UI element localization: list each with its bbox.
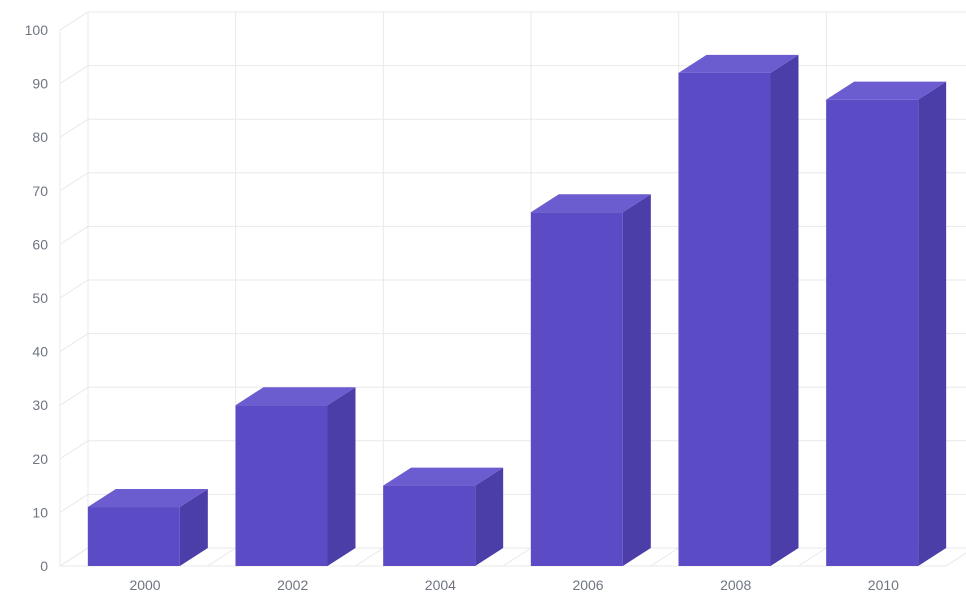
- y-tick-label: 10: [32, 504, 48, 520]
- y-tick-label: 60: [32, 236, 48, 252]
- x-tick-label: 2000: [129, 577, 160, 593]
- y-tick-label: 40: [32, 344, 48, 360]
- x-axis-labels: 2000 2002 2004 2006 2008 2010: [129, 577, 899, 593]
- y-tick-label: 100: [25, 22, 49, 38]
- x-tick-label: 2006: [572, 577, 603, 593]
- y-tick-label: 50: [32, 290, 48, 306]
- y-tick-label: 0: [40, 558, 48, 574]
- y-tick-label: 30: [32, 397, 48, 413]
- bar-chart-3d: 0102030405060708090100200020022004200620…: [0, 0, 966, 616]
- bar: [88, 489, 208, 566]
- x-tick-label: 2002: [277, 577, 308, 593]
- bar: [531, 194, 651, 566]
- y-tick-label: 20: [32, 451, 48, 467]
- x-tick-label: 2008: [720, 577, 751, 593]
- bar: [236, 387, 356, 566]
- y-tick-label: 80: [32, 129, 48, 145]
- y-tick-label: 90: [32, 76, 48, 92]
- y-tick-label: 70: [32, 183, 48, 199]
- bar: [383, 468, 503, 566]
- y-axis-labels: 0 10 20 30 40 50 60 70 80 90 100: [25, 22, 49, 574]
- x-tick-label: 2004: [425, 577, 456, 593]
- chart-svg: 0102030405060708090100200020022004200620…: [0, 0, 966, 616]
- x-tick-label: 2010: [868, 577, 899, 593]
- bar: [679, 55, 799, 566]
- bar: [826, 82, 946, 566]
